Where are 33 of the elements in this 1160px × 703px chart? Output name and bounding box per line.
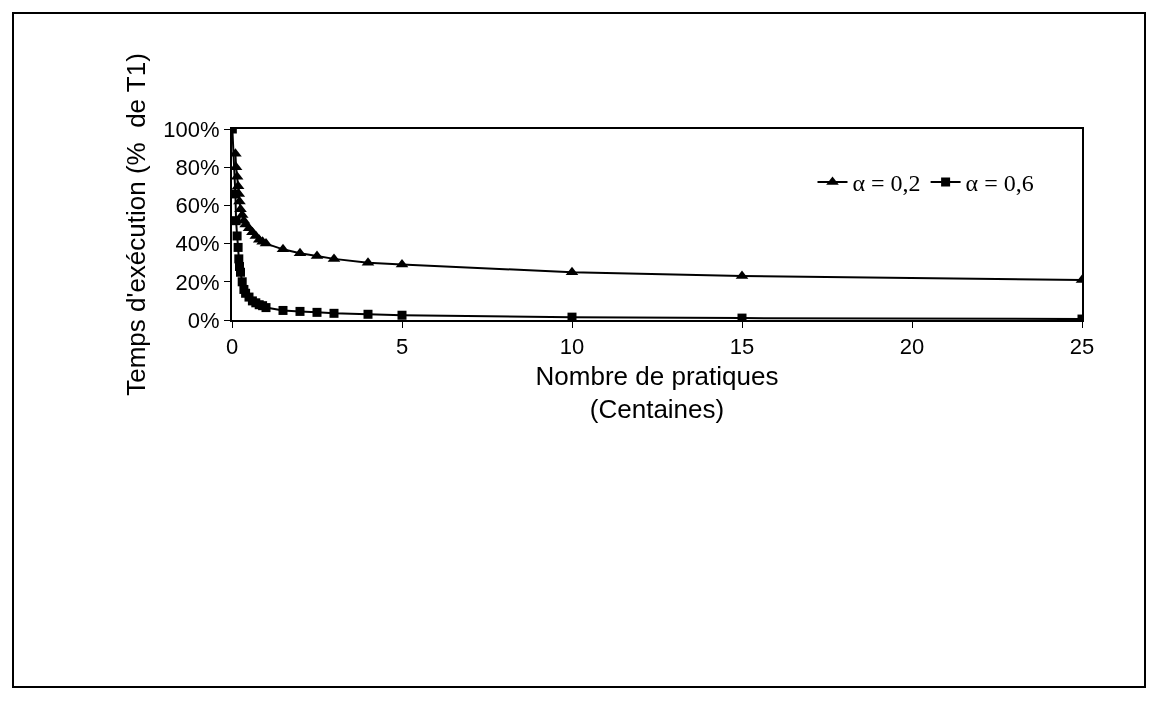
point — [232, 216, 241, 226]
y-axis-title: Temps d'exécution (% de T1) — [121, 53, 152, 396]
x-tick-label: 20 — [899, 334, 925, 360]
point — [567, 312, 577, 320]
point — [312, 307, 322, 317]
point — [232, 231, 242, 241]
y-tick-label: 20% — [175, 269, 220, 295]
x-tick-label: 25 — [1069, 334, 1095, 360]
y-tick-label: 80% — [175, 154, 220, 180]
x-tick-label: 0 — [225, 334, 239, 360]
x-tick-label: 5 — [395, 334, 409, 360]
point — [276, 243, 290, 253]
point — [237, 277, 247, 287]
legend-label: α = 0,6 — [965, 170, 1034, 197]
point — [232, 189, 240, 199]
point — [278, 305, 288, 315]
x-tick-label: 15 — [729, 334, 755, 360]
y-tick-label: 0% — [187, 307, 220, 333]
y-tick-label: 60% — [175, 193, 220, 219]
point — [295, 306, 305, 316]
x-tick-label: 10 — [559, 334, 585, 360]
point — [234, 254, 244, 264]
point — [363, 309, 373, 319]
x-axis-title: Nombre de pratiques (Centaines) — [535, 360, 779, 425]
point — [329, 308, 339, 318]
point — [236, 267, 245, 277]
legend-label: α = 0,2 — [852, 170, 921, 197]
point — [397, 310, 407, 320]
point — [737, 313, 747, 320]
point — [232, 171, 244, 180]
y-tick-label: 40% — [175, 231, 220, 257]
point — [233, 242, 243, 252]
y-tick-label: 100% — [163, 116, 220, 142]
